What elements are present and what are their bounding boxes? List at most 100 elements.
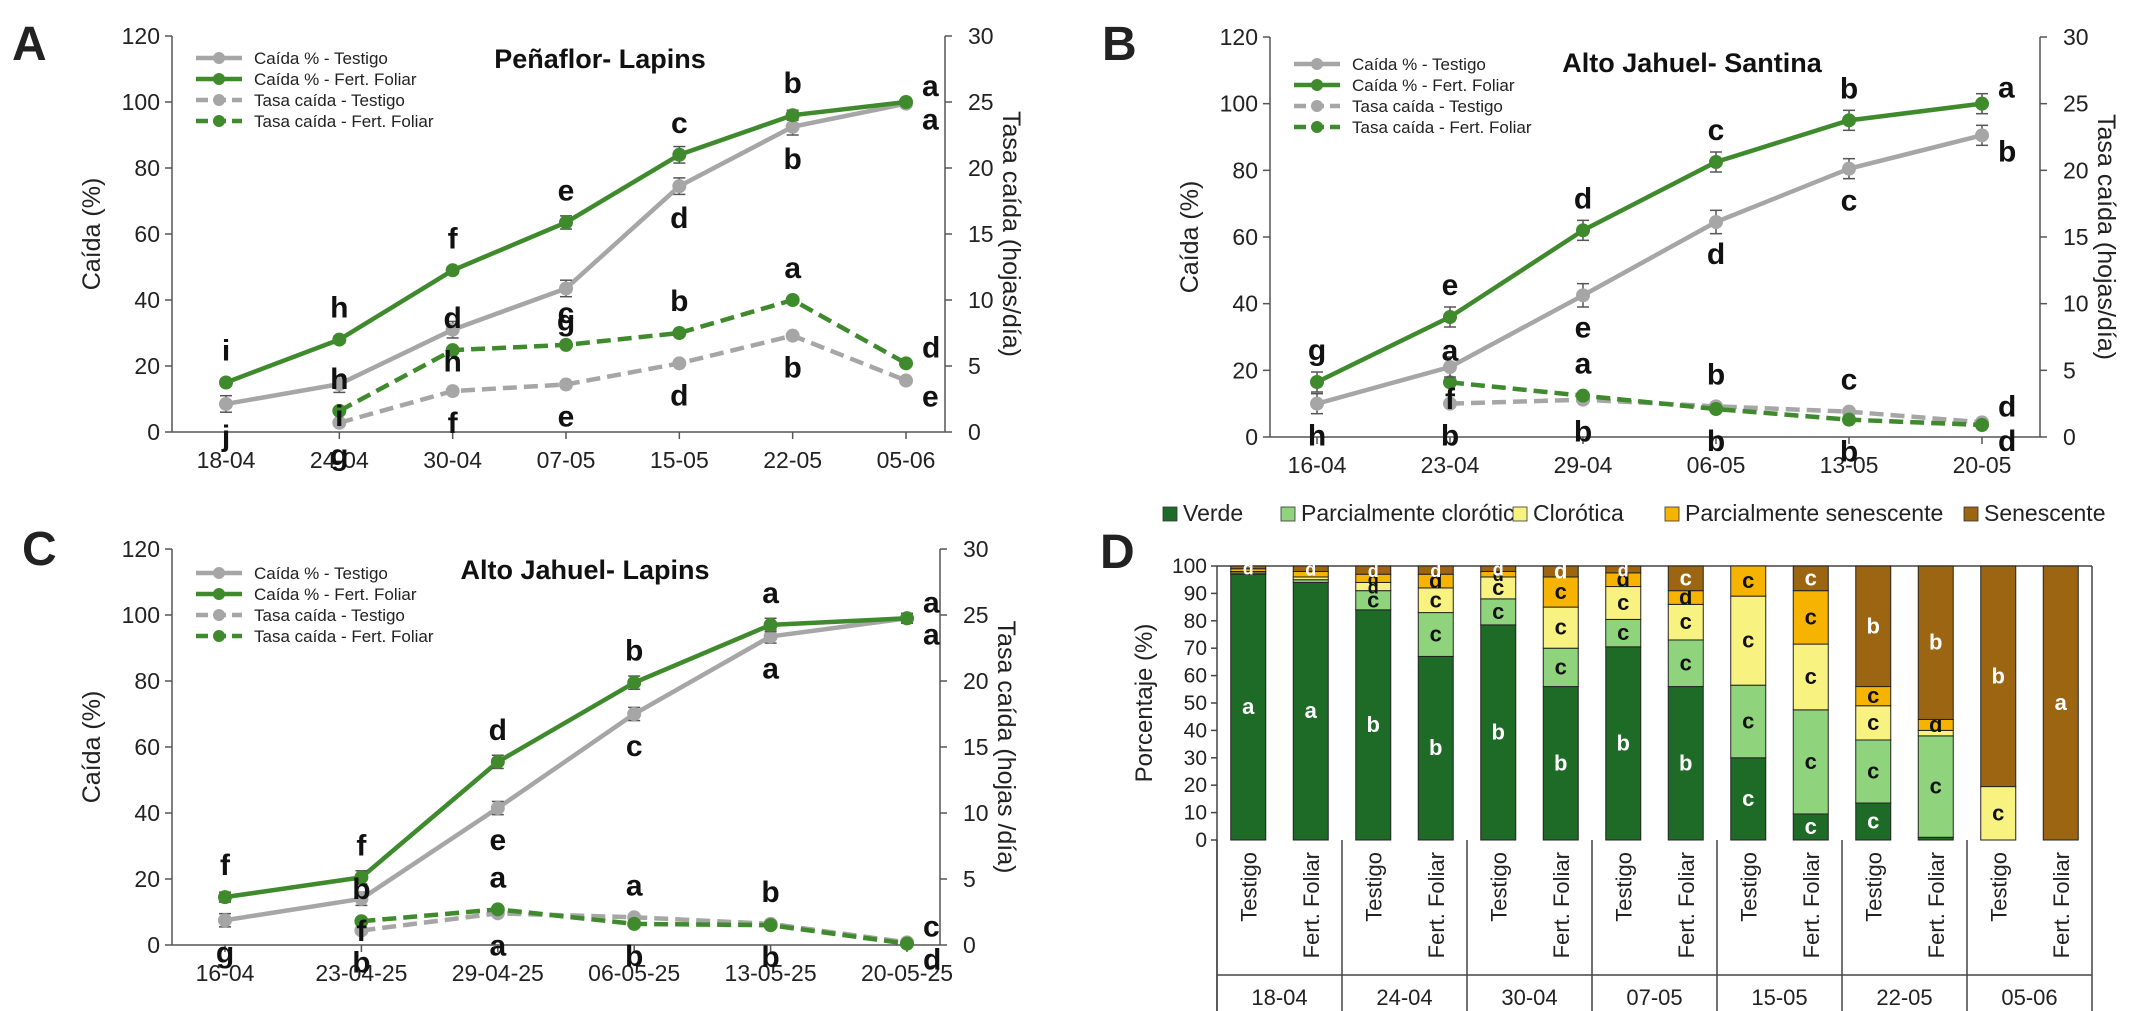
y-tick-label: 60: [1184, 665, 1207, 688]
significance-letter: a: [762, 577, 779, 610]
legend-label: Tasa caída - Testigo: [1352, 97, 1503, 116]
significance-letter: f: [448, 222, 459, 255]
significance-letter: d: [923, 944, 941, 977]
data-point: [764, 618, 778, 632]
significance-letter: b: [1441, 420, 1459, 453]
significance-letter: b: [784, 67, 802, 100]
y-tick-label-left: 100: [122, 89, 160, 115]
significance-letter: b: [352, 946, 370, 979]
bar-segment-label: d: [1554, 558, 1567, 583]
y-tick-label-right: 10: [963, 800, 989, 826]
date-label: 30-04: [1501, 985, 1557, 1010]
y-tick-label-left: 80: [1232, 157, 1258, 183]
y-tick-label-right: 15: [2063, 224, 2089, 250]
bar-segment-label: d: [1618, 560, 1629, 580]
bar-segment-label: b: [1367, 712, 1380, 737]
data-point: [627, 917, 641, 931]
data-point: [786, 329, 800, 343]
data-point: [672, 326, 686, 340]
panel-letter-A: A: [12, 18, 47, 71]
x-tick-label: 16-04: [1288, 452, 1347, 478]
significance-letter: d: [922, 331, 940, 364]
significance-letter: f: [356, 829, 367, 862]
bar-segment-label: c: [1867, 809, 1879, 834]
date-label: 24-04: [1376, 985, 1432, 1010]
significance-letter: c: [1841, 364, 1858, 397]
significance-letter: d: [1574, 182, 1592, 215]
y-tick-label-left: 20: [134, 353, 160, 379]
treatment-label: Fert. Foliar: [2049, 852, 2074, 958]
bar-segment-label: b: [1617, 730, 1630, 755]
y-axis-title-left: Caída (%): [78, 178, 106, 291]
bar-segment-label: c: [1617, 590, 1629, 615]
date-label: 05-06: [2001, 985, 2057, 1010]
legend-marker: [1311, 100, 1323, 112]
significance-letter: a: [922, 70, 939, 103]
y-tick-label-right: 25: [2063, 91, 2089, 117]
significance-letter: h: [444, 346, 462, 379]
legend-label: Tasa caída - Fert. Foliar: [254, 627, 434, 646]
bar-segment-label: c: [1805, 664, 1817, 689]
y-tick-label: 80: [1184, 610, 1207, 633]
legend-label: Parcialmente senescente: [1685, 500, 1943, 526]
significance-letter: a: [626, 869, 643, 902]
data-point: [672, 179, 686, 193]
bar-segment-label: c: [1742, 786, 1754, 811]
y-axis-title-right: Tasa caída (hojas/día): [2092, 114, 2120, 360]
bar-segment-label: d: [1493, 560, 1504, 580]
significance-letter: f: [220, 849, 231, 882]
legend-marker: [1311, 58, 1323, 70]
treatment-label: Fert. Foliar: [1549, 852, 1574, 958]
data-point: [218, 913, 232, 927]
legend-swatch: [1665, 507, 1679, 521]
y-tick-label: 70: [1184, 637, 1207, 660]
significance-letter: f: [1445, 383, 1456, 416]
legend-swatch: [1163, 507, 1177, 521]
data-point: [1310, 375, 1324, 389]
y-tick-label: 20: [1184, 774, 1207, 797]
y-tick-label-right: 25: [968, 89, 994, 115]
treatment-label: Testigo: [1486, 852, 1511, 922]
data-point: [446, 384, 460, 398]
treatment-label: Fert. Foliar: [1299, 852, 1324, 958]
data-point: [899, 356, 913, 370]
y-axis-title-left: Caída (%): [78, 691, 106, 804]
data-point: [899, 95, 913, 109]
y-tick-label-left: 100: [122, 602, 160, 628]
y-tick-label-right: 30: [2063, 24, 2089, 50]
significance-letter: b: [1998, 135, 2016, 168]
legend-label: Verde: [1183, 500, 1243, 526]
significance-letter: b: [1574, 416, 1592, 449]
legend-label: Senescente: [1984, 500, 2105, 526]
date-label: 22-05: [1876, 985, 1932, 1010]
legend-label: Tasa caída - Fert. Foliar: [1352, 118, 1532, 137]
data-point: [1576, 288, 1590, 302]
date-label: 15-05: [1751, 985, 1807, 1010]
bar-segment-label: c: [1805, 749, 1817, 774]
bar-segment-label: c: [1805, 565, 1817, 590]
significance-letter: f: [448, 407, 459, 440]
chart-title-c: Alto Jahuel- Lapins: [460, 555, 709, 585]
data-point: [900, 937, 914, 951]
significance-letter: b: [784, 143, 802, 176]
significance-letter: a: [923, 586, 940, 619]
data-point: [219, 376, 233, 390]
bar-segment-label: d: [1430, 561, 1441, 581]
y-tick-label-left: 80: [134, 668, 160, 694]
significance-letter: d: [489, 714, 507, 747]
significance-letter: d: [1998, 425, 2016, 458]
significance-letter: h: [1308, 420, 1326, 453]
bar-segment-label: b: [1554, 750, 1567, 775]
significance-letter: d: [670, 379, 688, 412]
significance-letter: a: [922, 104, 939, 137]
treatment-label: Testigo: [1861, 852, 1886, 922]
y-tick-label-right: 20: [968, 155, 994, 181]
legend-marker: [213, 609, 225, 621]
bar-segment-label: c: [1742, 708, 1754, 733]
y-tick-label-left: 60: [134, 221, 160, 247]
data-point: [672, 356, 686, 370]
y-tick-label-left: 0: [1245, 424, 1258, 450]
significance-letter: g: [1308, 334, 1326, 367]
y-axis-title-right: Tasa caída (hojas /día): [992, 621, 1020, 874]
bar-segment-label: c: [1555, 615, 1567, 640]
